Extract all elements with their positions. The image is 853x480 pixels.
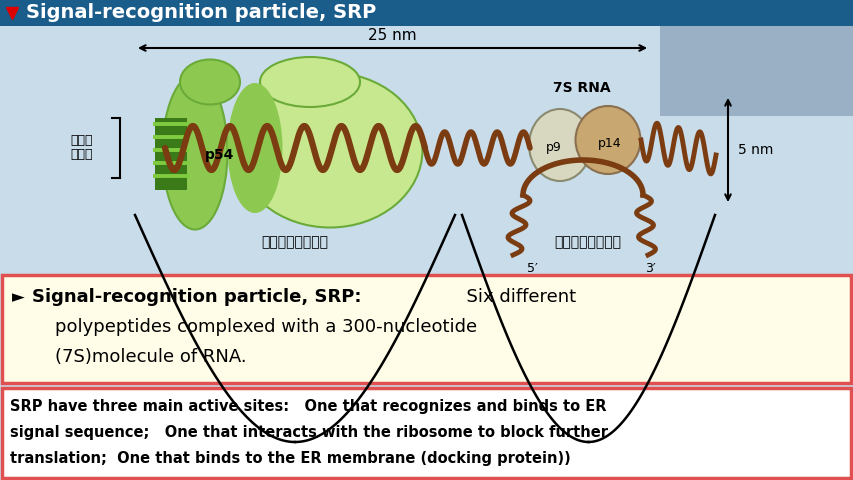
- FancyBboxPatch shape: [154, 118, 187, 190]
- Text: 25 nm: 25 nm: [368, 28, 415, 43]
- FancyBboxPatch shape: [0, 0, 853, 26]
- Text: p9: p9: [545, 142, 561, 155]
- Text: signal sequence;   One that interacts with the ribosome to block further: signal sequence; One that interacts with…: [10, 424, 607, 440]
- Text: (7S)molecule of RNA.: (7S)molecule of RNA.: [55, 348, 247, 366]
- Text: ►: ►: [12, 288, 25, 306]
- Text: p14: p14: [597, 136, 621, 149]
- Ellipse shape: [162, 74, 227, 229]
- Ellipse shape: [180, 60, 240, 105]
- Ellipse shape: [259, 57, 360, 107]
- FancyBboxPatch shape: [2, 275, 850, 383]
- Ellipse shape: [227, 83, 282, 213]
- Text: translation;  One that binds to the ER membrane (docking protein)): translation; One that binds to the ER me…: [10, 451, 570, 466]
- Text: 5′: 5′: [526, 262, 537, 275]
- Text: Signal-recognition particle, SRP: Signal-recognition particle, SRP: [26, 3, 376, 23]
- Text: 甲硫氨: 甲硫氨: [71, 133, 93, 146]
- Text: 7S RNA: 7S RNA: [553, 81, 610, 95]
- Text: 5 nm: 5 nm: [737, 143, 773, 157]
- Text: Six different: Six different: [455, 288, 576, 306]
- Text: p54: p54: [205, 148, 235, 162]
- Text: SRP have three main active sites:   One that recognizes and binds to ER: SRP have three main active sites: One th…: [10, 398, 606, 413]
- FancyBboxPatch shape: [2, 388, 850, 478]
- Ellipse shape: [237, 72, 422, 228]
- Text: 酸侧链: 酸侧链: [71, 148, 93, 161]
- Ellipse shape: [575, 106, 640, 174]
- Ellipse shape: [528, 109, 590, 181]
- Text: 核糖体结合结构域: 核糖体结合结构域: [554, 235, 621, 249]
- Text: polypeptides complexed with a 300-nucleotide: polypeptides complexed with a 300-nucleo…: [55, 318, 477, 336]
- Text: 信号肽识别结构域: 信号肽识别结构域: [261, 235, 328, 249]
- FancyBboxPatch shape: [659, 26, 853, 116]
- FancyBboxPatch shape: [0, 26, 853, 274]
- Text: Signal-recognition particle, SRP:: Signal-recognition particle, SRP:: [32, 288, 361, 306]
- Text: 3′: 3′: [644, 262, 654, 275]
